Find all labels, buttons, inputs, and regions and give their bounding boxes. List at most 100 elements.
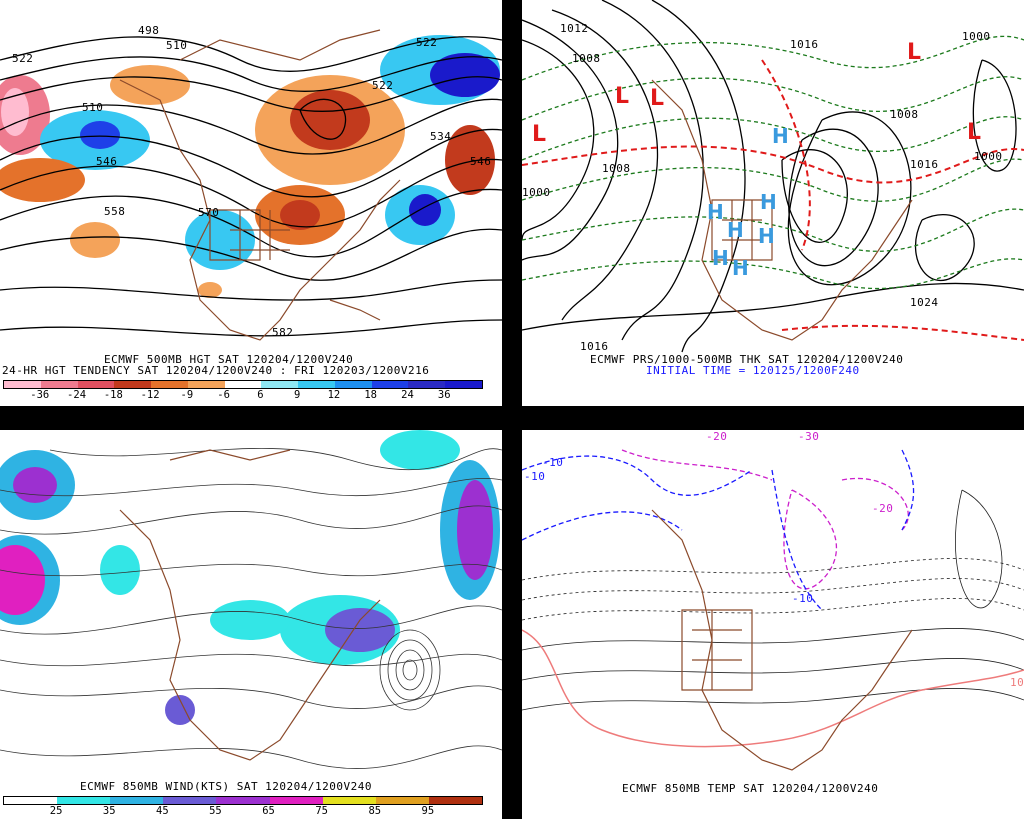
contour-label: 1000 [974,150,1003,163]
colorbar-tick-label: 75 [315,805,328,817]
contour-label: 1016 [580,340,609,353]
colorbar-tick-label: 35 [102,805,116,817]
contour-label: -30 [798,430,820,443]
contour-label: 522 [372,79,394,92]
colorbar-tick-label: 36 [437,389,451,401]
colorbar-segment [428,797,482,804]
map-500mb-height [0,0,502,352]
panel-mslp-thickness: L L L L L H H H H H H H 1008 1012 1000 1… [522,0,1024,406]
colorbar-segment [298,381,335,388]
contour-label: 558 [104,205,126,218]
contour-label: -10 [792,592,814,605]
contour-label: 498 [138,24,160,37]
map-850mb-wind [0,430,502,769]
colorbar-tick-label: -12 [140,389,160,401]
colorbar-ticks: 25 35 45 55 65 75 85 95 [3,805,481,819]
colorbar-tick-label: 65 [262,805,275,817]
colorbar-wind-speed [3,796,483,805]
contour-label: 522 [12,52,34,65]
low-pressure-symbol: L [967,120,982,145]
initial-time-label: INITIAL TIME = 120125/1200F240 [646,364,860,377]
colorbar-tick-label: -24 [67,389,87,401]
panel-850mb-wind: ECMWF 850MB WIND(KTS) SAT 120204/1200V24… [0,430,502,819]
colorbar-segment [77,381,115,388]
contour-label: 546 [470,155,492,168]
high-pressure-symbol: H [712,246,729,270]
contour-label: -20 [706,430,728,443]
contour-label: -10 [524,470,546,483]
colorbar-tick-label: 12 [327,389,341,401]
colorbar-segment [408,381,446,388]
contour-label: 1024 [910,296,939,309]
colorbar-segment [375,797,429,804]
low-pressure-symbol: L [532,122,547,147]
contour-label: 510 [82,101,104,114]
contour-label: 522 [416,36,438,49]
panel-title: ECMWF 850MB TEMP SAT 120204/1200V240 [622,782,879,795]
colorbar-segment [4,381,41,388]
panel-850mb-temp: -10 -10 -20 -30 -20 -10 10 ECMWF 850MB T… [522,430,1024,819]
colorbar-tick-label: 6 [257,389,264,401]
colorbar-segment [322,797,376,804]
contour-label: 1008 [602,162,631,175]
colorbar-tick-label: -36 [30,389,50,401]
panel-title: ECMWF 850MB WIND(KTS) SAT 120204/1200V24… [80,780,373,793]
contour-label: 1012 [560,22,589,35]
contour-label: 10 [1010,676,1024,689]
colorbar-ticks: -36 -24 -18 -12 -9 -6 6 9 12 18 24 36 [3,389,481,403]
panel-subtitle: 24-HR HGT TENDENCY SAT 120204/1200V240 :… [2,364,430,377]
colorbar-segment [114,381,152,388]
colorbar-tick-label: 9 [293,389,301,401]
colorbar-segment [216,797,270,804]
colorbar-segment [40,381,78,388]
map-850mb-temp [522,449,1024,771]
colorbar-segment [110,797,164,804]
map-mslp-thickness [522,0,1024,353]
colorbar-tick-label: -9 [180,389,194,401]
contour-label: 582 [272,326,294,339]
panel-title: ECMWF PRS/1000-500MB THK SAT 120204/1200… [590,353,904,366]
colorbar-tick-label: 95 [421,805,435,817]
colorbar-segment [224,381,262,388]
contour-label: 1016 [790,38,819,51]
panel-500mb-height: 522 498 510 522 510 546 558 570 522 534 … [0,0,502,406]
colorbar-tick-label: 45 [156,805,169,817]
colorbar-tick-label: 24 [401,389,414,401]
contour-label: 1016 [910,158,939,171]
contour-label: 1000 [962,30,991,43]
contour-label: 1008 [890,108,919,121]
colorbar-segment [57,797,111,804]
colorbar-tick-label: 55 [209,805,222,817]
contour-label: 1000 [522,186,551,199]
colorbar-tick-label: 85 [368,805,382,817]
contour-label: 1008 [572,52,601,65]
colorbar-segment [163,797,217,804]
panel-title: ECMWF 500MB HGT SAT 120204/1200V240 [104,353,354,366]
contour-label: -10 [542,456,564,469]
contour-label: 510 [166,39,188,52]
contour-label: 534 [430,130,452,143]
high-pressure-symbol: H [707,200,724,224]
colorbar-segment [261,381,299,388]
low-pressure-symbol: L [907,40,922,65]
contour-label: -20 [872,502,894,515]
colorbar-segment [4,797,58,804]
colorbar-tick-label: -6 [217,389,230,401]
high-pressure-symbol: H [760,190,777,214]
colorbar-segment [371,381,409,388]
colorbar-segment [269,797,323,804]
high-pressure-symbol: H [758,224,775,248]
contour-label: 546 [96,155,118,168]
low-pressure-symbol: L [615,84,630,109]
high-pressure-symbol: H [772,124,789,148]
high-pressure-symbol: H [732,256,749,280]
colorbar-segment [187,381,225,388]
colorbar-height-tendency [3,380,483,389]
low-pressure-symbol: L [650,86,665,111]
high-pressure-symbol: H [727,218,744,242]
colorbar-segment [334,381,372,388]
colorbar-tick-label: -18 [103,389,123,401]
colorbar-tick-label: 18 [364,389,378,401]
colorbar-segment [445,381,482,388]
